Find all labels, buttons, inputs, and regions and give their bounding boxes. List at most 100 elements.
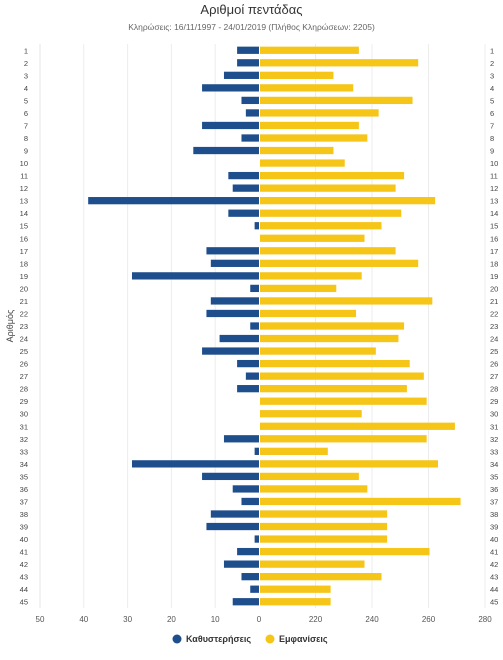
bar-appearances-15[interactable] xyxy=(260,222,382,230)
bar-appearances-7[interactable] xyxy=(260,121,359,130)
bar-delay-20[interactable] xyxy=(250,284,259,293)
bar-appearances-8[interactable] xyxy=(260,134,368,142)
bar-delay-1[interactable] xyxy=(237,46,259,54)
bar-appearances-42[interactable] xyxy=(260,560,365,568)
bar-appearances-13[interactable] xyxy=(260,197,436,205)
bar-appearances-41[interactable] xyxy=(260,547,430,556)
bar-appearances-22[interactable] xyxy=(260,309,357,318)
bar-delay-22[interactable] xyxy=(206,309,259,318)
bar-delay-37[interactable] xyxy=(241,497,259,506)
bar-delay-3[interactable] xyxy=(223,71,259,79)
bar-appearances-2[interactable] xyxy=(260,59,419,67)
bar-appearances-23[interactable] xyxy=(260,322,405,330)
bar-appearances-34[interactable] xyxy=(260,460,438,468)
bar-delay-33[interactable] xyxy=(254,447,259,455)
bar-delay-4[interactable] xyxy=(202,84,259,92)
bar-appearances-32[interactable] xyxy=(260,435,427,443)
bar-delay-8[interactable] xyxy=(241,134,259,142)
bar-delay-15[interactable] xyxy=(254,222,259,230)
bar-appearances-43[interactable] xyxy=(260,573,382,581)
bar-appearances-16[interactable] xyxy=(260,234,365,242)
bar-delay-11[interactable] xyxy=(228,171,259,180)
bar-delay-38[interactable] xyxy=(210,510,259,518)
bar-delay-2[interactable] xyxy=(237,59,259,67)
bar-appearances-33[interactable] xyxy=(260,447,328,455)
bar-delay-5[interactable] xyxy=(241,96,259,105)
legend-marker-appearances[interactable] xyxy=(265,634,275,644)
bar-delay-6[interactable] xyxy=(245,109,259,117)
category-label-left: 41 xyxy=(20,548,28,557)
bar-delay-21[interactable] xyxy=(210,297,259,305)
bar-delay-28[interactable] xyxy=(237,385,259,393)
bar-appearances-39[interactable] xyxy=(260,522,388,531)
bar-delay-32[interactable] xyxy=(223,435,259,443)
bar-delay-36[interactable] xyxy=(232,485,259,493)
category-label-left: 21 xyxy=(20,297,28,306)
bar-appearances-38[interactable] xyxy=(260,510,388,518)
bar-delay-44[interactable] xyxy=(250,585,259,593)
bar-delay-9[interactable] xyxy=(193,146,259,155)
bar-delay-43[interactable] xyxy=(241,573,259,581)
bar-delay-34[interactable] xyxy=(131,460,259,468)
bar-appearances-11[interactable] xyxy=(260,171,405,180)
bar-appearances-26[interactable] xyxy=(260,359,410,368)
bar-delay-39[interactable] xyxy=(206,522,259,531)
bar-delay-41[interactable] xyxy=(237,547,259,556)
bar-appearances-17[interactable] xyxy=(260,247,396,255)
bar-appearances-25[interactable] xyxy=(260,347,376,355)
bar-delay-13[interactable] xyxy=(88,197,260,205)
bar-appearances-35[interactable] xyxy=(260,472,359,481)
category-label-right: 33 xyxy=(490,447,498,456)
legend-label-appearances[interactable]: Εμφανίσεις xyxy=(279,634,328,644)
bar-delay-35[interactable] xyxy=(202,472,259,481)
category-label-right: 10 xyxy=(490,159,498,168)
bar-appearances-30[interactable] xyxy=(260,410,362,418)
bar-appearances-24[interactable] xyxy=(260,334,399,343)
bar-delay-14[interactable] xyxy=(228,209,259,217)
bar-delay-23[interactable] xyxy=(250,322,259,330)
bar-delay-27[interactable] xyxy=(245,372,259,380)
bar-appearances-40[interactable] xyxy=(260,535,388,543)
bar-appearances-21[interactable] xyxy=(260,297,433,305)
bar-appearances-3[interactable] xyxy=(260,71,334,79)
bar-appearances-37[interactable] xyxy=(260,497,461,506)
bar-delay-26[interactable] xyxy=(237,359,259,368)
bar-delay-18[interactable] xyxy=(210,259,259,267)
bar-delay-12[interactable] xyxy=(232,184,259,192)
bar-appearances-4[interactable] xyxy=(260,84,354,92)
bar-appearances-44[interactable] xyxy=(260,585,331,593)
bar-delay-40[interactable] xyxy=(254,535,259,543)
bar-appearances-19[interactable] xyxy=(260,272,362,280)
bar-appearances-12[interactable] xyxy=(260,184,396,192)
bar-delay-25[interactable] xyxy=(202,347,259,355)
legend-label-delays[interactable]: Καθυστερήσεις xyxy=(186,634,251,644)
category-label-left: 38 xyxy=(20,510,28,519)
bar-appearances-31[interactable] xyxy=(260,422,455,430)
category-label-left: 14 xyxy=(20,209,28,218)
category-label-right: 25 xyxy=(490,347,498,356)
bar-delay-19[interactable] xyxy=(131,272,259,280)
bar-appearances-6[interactable] xyxy=(260,109,379,117)
bar-appearances-27[interactable] xyxy=(260,372,424,380)
bar-appearances-14[interactable] xyxy=(260,209,402,217)
category-label-left: 1 xyxy=(24,46,28,55)
bar-appearances-10[interactable] xyxy=(260,159,345,167)
bar-appearances-9[interactable] xyxy=(260,146,334,155)
bar-delay-45[interactable] xyxy=(232,598,259,606)
bar-appearances-5[interactable] xyxy=(260,96,413,105)
bar-appearances-1[interactable] xyxy=(260,46,359,54)
bar-appearances-20[interactable] xyxy=(260,284,337,293)
bar-appearances-36[interactable] xyxy=(260,485,368,493)
bar-appearances-18[interactable] xyxy=(260,259,419,267)
bar-appearances-29[interactable] xyxy=(260,397,427,405)
bar-delay-24[interactable] xyxy=(219,334,259,343)
bar-delay-17[interactable] xyxy=(206,247,259,255)
bar-delay-7[interactable] xyxy=(202,121,259,130)
category-label-left: 13 xyxy=(20,197,28,206)
bar-appearances-28[interactable] xyxy=(260,385,407,393)
legend-marker-delays[interactable] xyxy=(172,634,182,644)
category-label-right: 12 xyxy=(490,184,498,193)
bar-delay-42[interactable] xyxy=(223,560,259,568)
bar-appearances-45[interactable] xyxy=(260,598,331,606)
